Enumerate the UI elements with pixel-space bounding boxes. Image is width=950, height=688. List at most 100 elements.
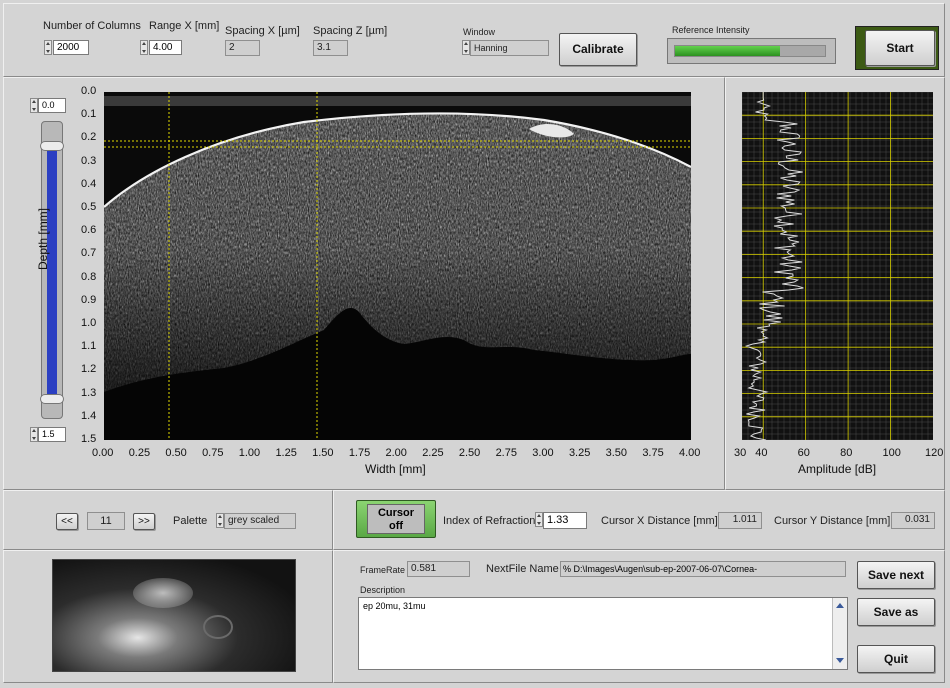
width-tick-label: 3.00 bbox=[532, 447, 554, 459]
index-refraction-spinner[interactable] bbox=[535, 512, 543, 527]
depth-tick-label: 1.0 bbox=[81, 317, 97, 329]
depth-tick-label: 1.4 bbox=[81, 409, 97, 422]
slider-bottom-input[interactable]: 1.5 bbox=[38, 427, 66, 442]
width-tick-label: 4.00 bbox=[679, 447, 701, 459]
depth-tick-label: 1.2 bbox=[81, 363, 97, 376]
depth-tick-label: 0.6 bbox=[81, 224, 97, 237]
window-spinner[interactable] bbox=[462, 40, 470, 55]
depth-tick-label: 0.2 bbox=[81, 131, 97, 144]
next-file-field[interactable]: % D:\Images\Augen\sub-ep-2007-06-07\Corn… bbox=[560, 561, 846, 577]
width-tick-label: 2.00 bbox=[385, 447, 407, 459]
start-button[interactable]: Start bbox=[865, 30, 935, 66]
next-frame-button[interactable]: >> bbox=[133, 513, 155, 530]
depth-axis-label: Depth [mm] bbox=[36, 207, 50, 270]
width-tick-label: 3.25 bbox=[568, 447, 591, 459]
depth-slider[interactable] bbox=[41, 121, 63, 419]
next-file-value: D:\Images\Augen\sub-ep-2007-06-07\Cornea… bbox=[573, 564, 758, 574]
depth-tick-label: 0.1 bbox=[81, 108, 97, 121]
description-scrollbar[interactable] bbox=[832, 598, 847, 669]
frame-number[interactable]: 11 bbox=[87, 512, 125, 530]
save-next-button[interactable]: Save next bbox=[857, 561, 935, 589]
reference-intensity-label: Reference Intensity bbox=[672, 25, 750, 35]
camera-preview bbox=[52, 559, 296, 672]
width-tick-label: 0.00 bbox=[92, 447, 114, 459]
depth-tick-label: 0.5 bbox=[81, 201, 97, 213]
oct-top-band bbox=[104, 96, 691, 106]
calibrate-button[interactable]: Calibrate bbox=[559, 33, 637, 66]
save-as-button[interactable]: Save as bbox=[857, 598, 935, 626]
range-x-input[interactable]: 4.00 bbox=[149, 40, 182, 55]
range-x-label: Range X [mm] bbox=[149, 20, 220, 32]
width-tick-label: 1.25 bbox=[275, 447, 297, 459]
palette-label: Palette bbox=[173, 515, 208, 527]
reference-intensity-fill bbox=[675, 46, 780, 56]
width-tick-label: 2.75 bbox=[495, 447, 517, 459]
description-label: Description bbox=[360, 585, 406, 595]
palette-spinner[interactable] bbox=[216, 513, 224, 528]
width-tick-label: 0.25 bbox=[128, 447, 151, 459]
camera-object bbox=[203, 615, 233, 639]
cursor-y-value: 0.031 bbox=[891, 512, 935, 529]
depth-slider-track bbox=[47, 147, 57, 397]
spacing-x-value: 2 bbox=[225, 40, 260, 56]
num-columns-spinner[interactable] bbox=[44, 40, 52, 55]
width-tick-label: 3.75 bbox=[642, 447, 664, 459]
scroll-up-icon[interactable] bbox=[836, 603, 844, 608]
amplitude-profile bbox=[742, 92, 933, 440]
depth-slider-handle-top[interactable] bbox=[40, 141, 64, 151]
framerate-value: 0.581 bbox=[407, 561, 470, 577]
index-refraction-input[interactable]: 1.33 bbox=[543, 512, 587, 529]
oct-image[interactable] bbox=[104, 92, 691, 440]
path-icon: % bbox=[563, 564, 572, 574]
amplitude-tick-label: 80 bbox=[840, 447, 853, 459]
oct-lesion bbox=[529, 123, 574, 138]
oct-shadow-region bbox=[104, 308, 691, 440]
num-columns-input[interactable]: 2000 bbox=[53, 40, 89, 55]
depth-tick-label: 0.4 bbox=[81, 177, 97, 190]
cursor-toggle-label: Cursor bbox=[377, 507, 415, 519]
spacing-x-label: Spacing X [µm] bbox=[225, 25, 300, 37]
reference-intensity-track bbox=[674, 45, 826, 57]
slider-bottom-spinner[interactable] bbox=[30, 427, 38, 442]
width-tick-label: 2.50 bbox=[458, 447, 481, 459]
cursor-toggle-button[interactable]: Cursor off bbox=[356, 500, 436, 538]
depth-tick-label: 0.7 bbox=[81, 247, 97, 260]
width-axis-label: Width [mm] bbox=[365, 462, 426, 476]
window-select[interactable]: Hanning bbox=[470, 40, 549, 56]
depth-tick-label: 1.3 bbox=[81, 386, 97, 399]
quit-button[interactable]: Quit bbox=[857, 645, 935, 673]
depth-slider-handle-bottom[interactable] bbox=[40, 394, 64, 404]
cursor-y-label: Cursor Y Distance [mm] bbox=[774, 515, 891, 527]
window-label: Window bbox=[463, 27, 496, 37]
spacing-z-value: 3.1 bbox=[313, 40, 348, 56]
amplitude-tick-label: 40 bbox=[755, 447, 768, 459]
spacing-z-label: Spacing Z [µm] bbox=[313, 25, 388, 37]
framerate-label: FrameRate bbox=[360, 565, 406, 575]
slider-top-spinner[interactable] bbox=[30, 98, 38, 113]
next-file-label: NextFile Name bbox=[486, 563, 559, 575]
width-tick-label: 3.50 bbox=[605, 447, 628, 459]
depth-tick-label: 0.9 bbox=[81, 293, 97, 306]
prev-frame-button[interactable]: << bbox=[56, 513, 78, 530]
description-textarea[interactable]: ep 20mu, 31mu bbox=[358, 597, 848, 670]
depth-tick-label: 0.0 bbox=[81, 85, 97, 97]
amplitude-tick-label: 30 bbox=[734, 447, 747, 459]
slider-top-input[interactable]: 0.0 bbox=[38, 98, 66, 113]
depth-tick-label: 0.8 bbox=[81, 270, 97, 283]
range-x-spinner[interactable] bbox=[140, 40, 148, 55]
amplitude-tick-label: 120 bbox=[925, 447, 944, 459]
cursor-toggle-face: Cursor off bbox=[367, 504, 425, 534]
width-tick-label: 1.00 bbox=[238, 447, 261, 459]
amplitude-tick-label: 100 bbox=[882, 447, 901, 459]
reference-intensity-bar bbox=[667, 38, 836, 64]
scroll-down-icon[interactable] bbox=[836, 658, 844, 663]
width-tick-label: 1.50 bbox=[312, 447, 334, 459]
depth-tick-label: 1.5 bbox=[81, 433, 97, 445]
palette-select[interactable]: grey scaled bbox=[224, 513, 296, 529]
profile-fine-grid bbox=[742, 92, 933, 440]
amplitude-tick-label: 60 bbox=[797, 447, 810, 459]
description-text: ep 20mu, 31mu bbox=[363, 601, 426, 611]
cursor-x-value: 1.011 bbox=[718, 512, 762, 529]
depth-tick-label: 0.3 bbox=[81, 154, 97, 167]
oct-epithelium-boundary bbox=[104, 112, 691, 208]
